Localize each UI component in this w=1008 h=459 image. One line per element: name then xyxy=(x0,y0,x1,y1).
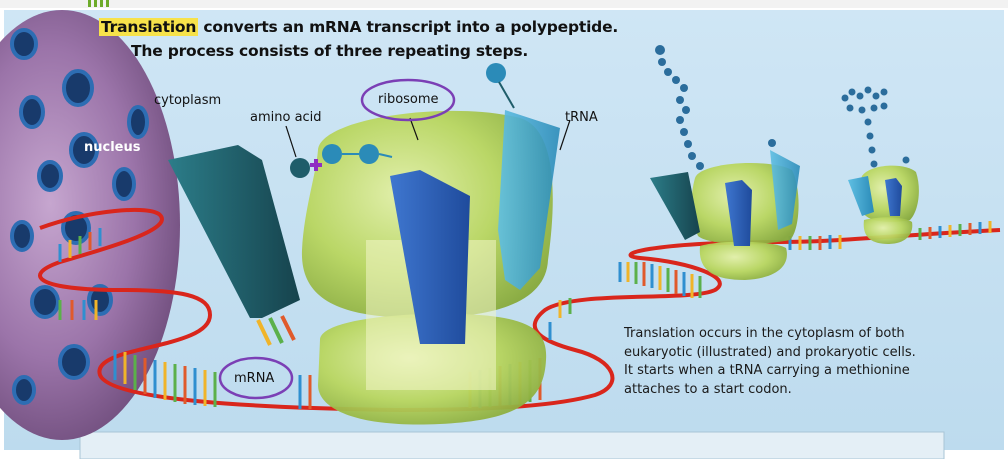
top-strip xyxy=(0,0,1008,8)
green-marker xyxy=(88,0,109,7)
polypeptide-chain-3 xyxy=(841,86,910,168)
caption-line-2: eukaryotic (illustrated) and prokaryotic… xyxy=(624,344,916,360)
ribosome-second xyxy=(650,45,800,280)
bottom-panel xyxy=(79,431,945,459)
label-cytoplasm: cytoplasm xyxy=(154,93,222,108)
ribosome-third xyxy=(841,86,919,244)
caption-line-4: attaches to a start codon. xyxy=(624,381,792,397)
ribosome-highlight-circle xyxy=(360,78,456,122)
trna-left xyxy=(168,145,300,346)
title-highlight: Translation xyxy=(99,18,199,36)
label-trna: tRNA xyxy=(565,110,598,125)
peptide-bond-plus xyxy=(310,159,322,171)
caption-line-1: Translation occurs in the cytoplasm of b… xyxy=(624,326,905,341)
amino-acid-chain xyxy=(290,144,393,178)
figure-caption: Translation occurs in the cytoplasm of b… xyxy=(624,325,924,399)
mrna-highlight-circle xyxy=(218,356,294,400)
label-amino-acid: amino acid xyxy=(250,110,322,125)
leader-lines xyxy=(285,117,571,158)
label-mrna: mRNA xyxy=(234,371,275,386)
label-ribosome: ribosome xyxy=(378,92,439,107)
polypeptide-chain-2 xyxy=(655,45,776,170)
caption-line-3: It starts when a tRNA carrying a methion… xyxy=(624,363,910,378)
label-nucleus: nucleus xyxy=(84,140,141,155)
title-line2: The process consists of three repeating … xyxy=(131,42,529,60)
title-line1: converts an mRNA transcript into a polyp… xyxy=(198,18,619,36)
figure-title: Translation converts an mRNA transcript … xyxy=(99,15,618,63)
